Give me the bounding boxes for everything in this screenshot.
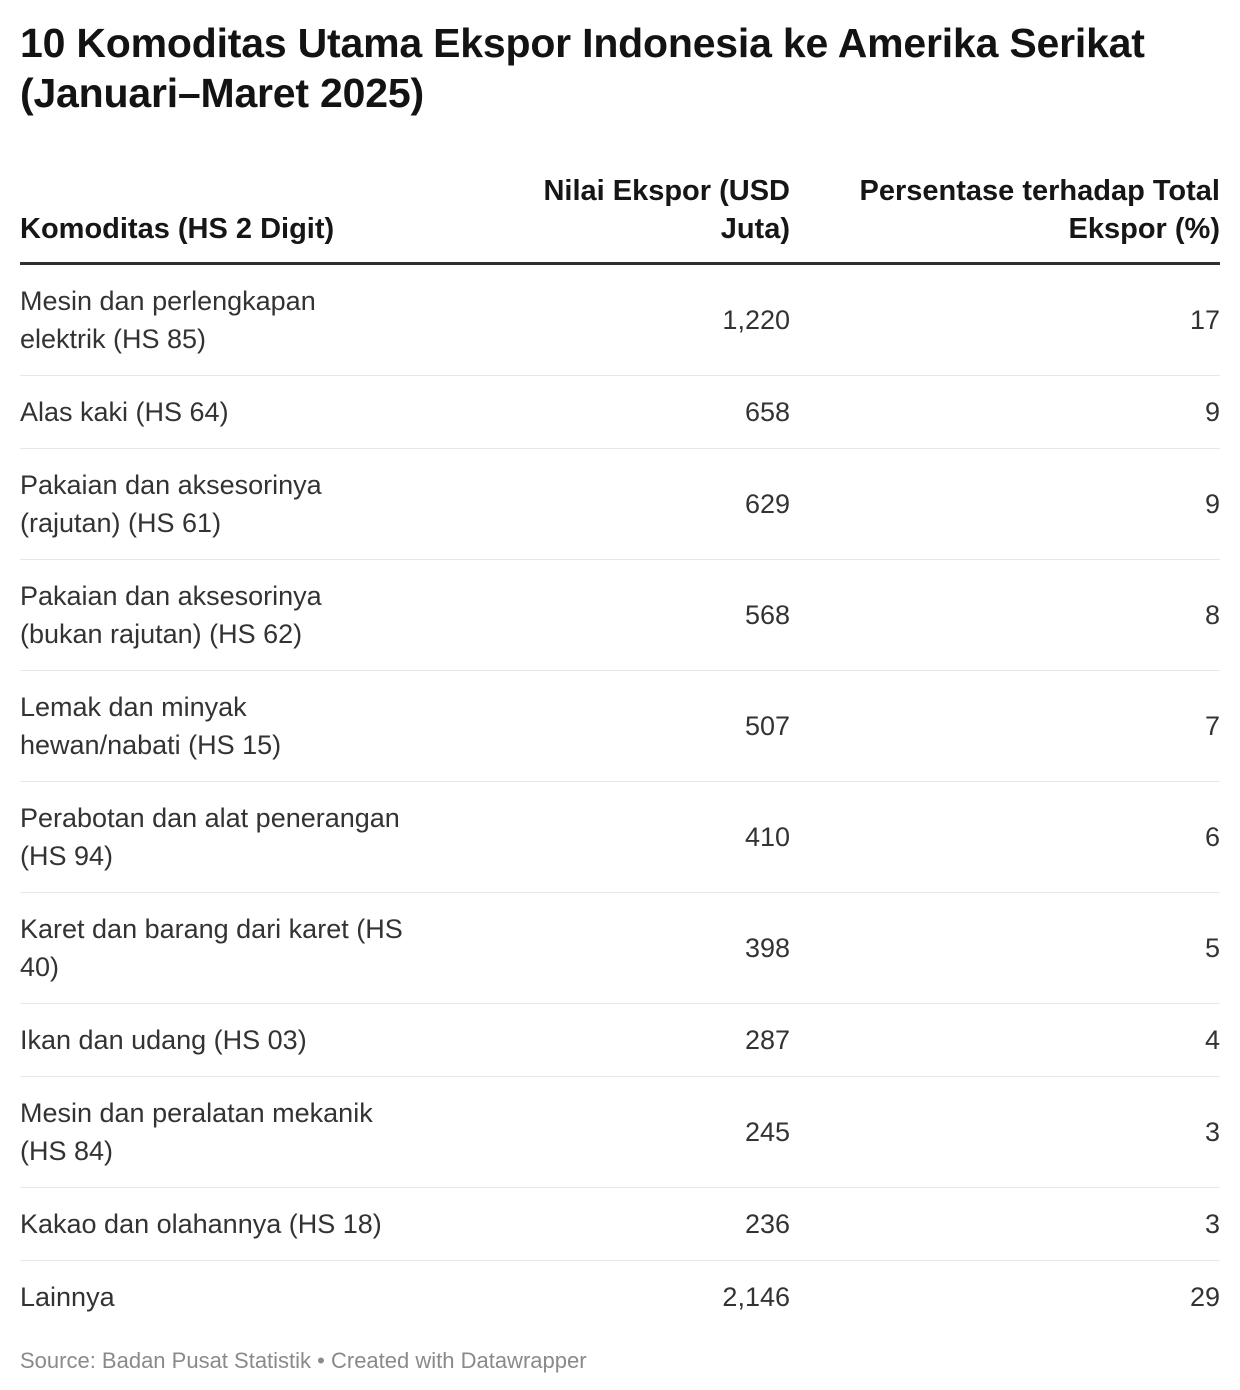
- commodity-name: Ikan dan udang (HS 03): [20, 1025, 307, 1055]
- commodity-name: Mesin dan peralatan mekanik (HS 84): [20, 1098, 373, 1166]
- commodity-name: Perabotan dan alat penerangan (HS 94): [20, 803, 400, 871]
- export-share: 5: [1204, 933, 1220, 963]
- table-header-row: Komoditas (HS 2 Digit) Nilai Ekspor (USD…: [20, 172, 1220, 264]
- export-share: 9: [1204, 397, 1220, 427]
- commodities-table: Komoditas (HS 2 Digit) Nilai Ekspor (USD…: [20, 172, 1220, 1333]
- commodity-name: Lemak dan minyak hewan/nabati (HS 15): [20, 692, 282, 760]
- export-share: 3: [1204, 1117, 1220, 1147]
- commodity-name: Pakaian dan aksesorinya (bukan rajutan) …: [20, 581, 322, 649]
- export-value: 658: [744, 397, 790, 427]
- export-value: 398: [744, 933, 790, 963]
- commodity-name: Kakao dan olahannya (HS 18): [20, 1209, 382, 1239]
- export-value: 245: [744, 1117, 790, 1147]
- export-value: 629: [744, 489, 790, 519]
- export-value: 507: [744, 711, 790, 741]
- table-row: Mesin dan perlengkapan elektrik (HS 85) …: [20, 264, 1220, 376]
- commodity-name: Alas kaki (HS 64): [20, 397, 229, 427]
- column-header-komoditas: Komoditas (HS 2 Digit): [20, 213, 335, 245]
- export-value: 287: [744, 1025, 790, 1055]
- table-header: Komoditas (HS 2 Digit) Nilai Ekspor (USD…: [20, 172, 1220, 264]
- export-share: 29: [1189, 1282, 1220, 1312]
- commodity-name: Lainnya: [20, 1282, 115, 1312]
- table-row: Lainnya 2,146 29: [20, 1261, 1220, 1334]
- export-share: 6: [1204, 822, 1220, 852]
- table-row: Karet dan barang dari karet (HS 40) 398 …: [20, 893, 1220, 1004]
- table-row: Pakaian dan aksesorinya (rajutan) (HS 61…: [20, 449, 1220, 560]
- table-body: Mesin dan perlengkapan elektrik (HS 85) …: [20, 264, 1220, 1334]
- export-value: 2,146: [722, 1282, 790, 1312]
- commodity-name: Karet dan barang dari karet (HS 40): [20, 914, 403, 982]
- table-row: Alas kaki (HS 64) 658 9: [20, 376, 1220, 449]
- export-share: 7: [1204, 711, 1220, 741]
- export-value: 236: [744, 1209, 790, 1239]
- export-share: 4: [1204, 1025, 1220, 1055]
- export-value: 1,220: [722, 305, 790, 335]
- export-value: 410: [744, 822, 790, 852]
- page-title: 10 Komoditas Utama Ekspor Indonesia ke A…: [20, 20, 1145, 116]
- commodity-name: Mesin dan perlengkapan elektrik (HS 85): [20, 286, 316, 354]
- export-share: 3: [1204, 1209, 1220, 1239]
- table-row: Mesin dan peralatan mekanik (HS 84) 245 …: [20, 1077, 1220, 1188]
- column-header-nilai-ekspor: Nilai Ekspor (USD Juta): [543, 175, 790, 245]
- table-row: Perabotan dan alat penerangan (HS 94) 41…: [20, 782, 1220, 893]
- commodity-name: Pakaian dan aksesorinya (rajutan) (HS 61…: [20, 470, 322, 538]
- export-value: 568: [744, 600, 790, 630]
- export-share: 9: [1204, 489, 1220, 519]
- column-header-persentase: Persentase terhadap Total Ekspor (%): [859, 175, 1220, 245]
- table-row: Ikan dan udang (HS 03) 287 4: [20, 1004, 1220, 1077]
- table-row: Kakao dan olahannya (HS 18) 236 3: [20, 1188, 1220, 1261]
- export-share: 17: [1189, 305, 1220, 335]
- source-attribution: Source: Badan Pusat Statistik • Created …: [20, 1348, 587, 1373]
- table-row: Pakaian dan aksesorinya (bukan rajutan) …: [20, 560, 1220, 671]
- export-share: 8: [1204, 600, 1220, 630]
- table-row: Lemak dan minyak hewan/nabati (HS 15) 50…: [20, 671, 1220, 782]
